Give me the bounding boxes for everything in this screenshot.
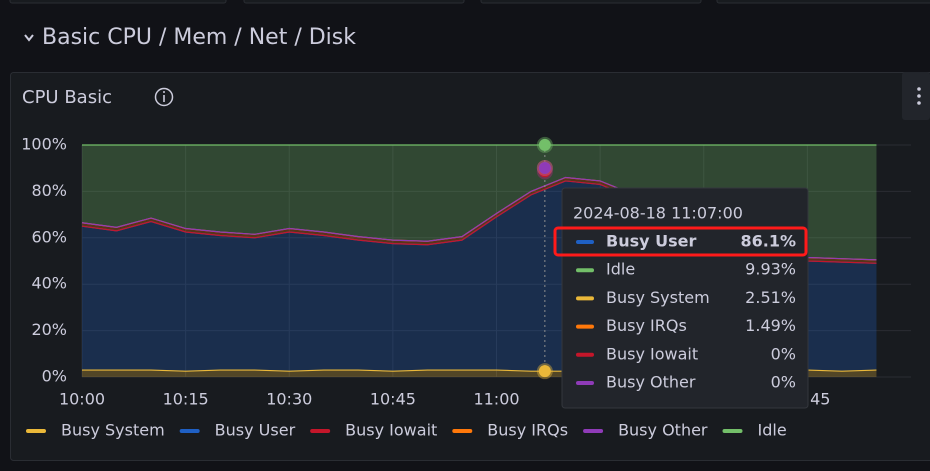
legend-label: Busy Other: [618, 421, 708, 440]
menu-dot: [917, 94, 921, 98]
legend-label: Idle: [758, 421, 787, 440]
legend-label: Busy Iowait: [345, 421, 437, 440]
y-tick-label: 20%: [31, 320, 67, 339]
legend-label: Busy IRQs: [487, 421, 568, 440]
tooltip-series: Busy Other: [606, 373, 696, 392]
tooltip-series: Idle: [606, 260, 635, 279]
y-tick-label: 80%: [31, 181, 67, 200]
tooltip-time: 2024-08-18 11:07:00: [573, 204, 743, 223]
info-dot: [163, 91, 165, 93]
tooltip-value: 0%: [771, 344, 796, 363]
tooltip-value: 2.51%: [745, 288, 796, 307]
y-tick-label: 0%: [42, 367, 67, 386]
x-tick-label: 10:30: [266, 390, 312, 409]
legend-label: Busy System: [61, 421, 165, 440]
info-circle: [154, 87, 174, 107]
collapse-chevron[interactable]: [24, 34, 34, 42]
hover-point: [536, 159, 553, 176]
x-tick-label: 10:00: [59, 390, 105, 409]
tooltip-value: 86.1%: [740, 232, 796, 251]
panel-stub: [716, 0, 930, 4]
tooltip-series: Busy System: [606, 288, 710, 307]
info-icon[interactable]: [154, 87, 174, 107]
menu-dot: [917, 101, 921, 105]
panel-title[interactable]: CPU Basic: [22, 87, 112, 108]
legend-label: Busy User: [215, 421, 296, 440]
hover-point: [536, 136, 553, 153]
y-tick-label: 60%: [31, 227, 67, 246]
hover-point: [536, 363, 553, 380]
row-title[interactable]: Basic CPU / Mem / Net / Disk: [42, 25, 356, 50]
tooltip-value: 9.93%: [745, 260, 796, 279]
tooltip-box: [561, 187, 809, 409]
menu-dot: [917, 87, 921, 91]
panel-stub: [243, 0, 465, 4]
panel-stub: [9, 0, 227, 4]
legend: Busy System Busy User Busy Iowait Busy IRQs…: [26, 421, 787, 440]
tooltip-series: Busy Iowait: [606, 344, 698, 363]
highlight-box: [553, 226, 808, 257]
x-tick-label: 11:00: [473, 390, 519, 409]
x-tick-label: 10:45: [370, 390, 416, 409]
menu-button[interactable]: [902, 72, 930, 120]
area-fill: [82, 145, 877, 260]
tooltip-series: Busy User: [606, 232, 696, 251]
tooltip-series: Busy IRQs: [606, 316, 687, 335]
y-tick-label: 100%: [21, 135, 67, 154]
y-tick-label: 40%: [31, 274, 67, 293]
x-tick-label: 10:15: [163, 390, 209, 409]
panel-stub: [480, 0, 702, 4]
tooltip: 2024-08-18 11:07:00 Busy User 86.1% Idle 9.9…: [536, 136, 809, 409]
tooltip-value: 0%: [771, 373, 796, 392]
tooltip-value: 1.49%: [745, 316, 796, 335]
